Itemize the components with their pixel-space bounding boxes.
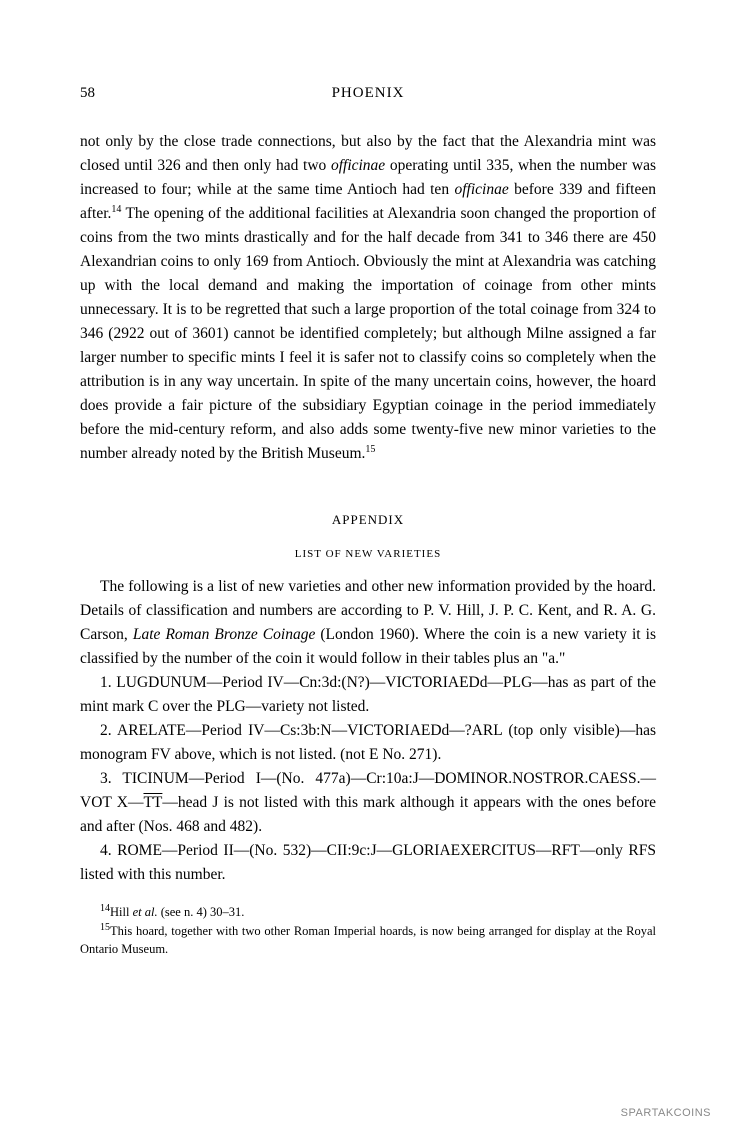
appendix-intro: The following is a list of new varieties…	[80, 575, 656, 671]
entry-3-ticinum: 3. TICINUM—Period I—(No. 477a)—Cr:10a:J—…	[80, 767, 656, 839]
italic-officinae-2: officinae	[454, 181, 508, 198]
entry-1-lugdunum: 1. LUGDUNUM—Period IV—Cn:3d:(N?)—VICTORI…	[80, 671, 656, 719]
entry-3-text-2: —head J is not listed with this mark alt…	[80, 794, 656, 835]
footnote-15: 15This hoard, together with two other Ro…	[80, 921, 656, 958]
watermark: SPARTAKCOINS	[621, 1107, 711, 1119]
footnote-14-number: 14	[100, 903, 110, 914]
footnote-15-text: This hoard, together with two other Roma…	[80, 925, 656, 957]
page-number: 58	[80, 85, 95, 102]
footnote-ref-14: 14	[111, 204, 121, 215]
footnote-15-number: 15	[100, 922, 110, 933]
body-paragraph: not only by the close trade connections,…	[80, 130, 656, 467]
body-text-4: The opening of the additional facilities…	[80, 205, 656, 462]
entry-3-overline: TT	[143, 794, 162, 811]
footnotes-section: 14Hill et al. (see n. 4) 30–31. 15This h…	[80, 902, 656, 959]
footnote-14-text-2: (see n. 4) 30–31.	[158, 905, 245, 919]
footnote-ref-15: 15	[365, 444, 375, 455]
italic-officinae-1: officinae	[331, 157, 385, 174]
entry-4-rome: 4. ROME—Period II—(No. 532)—CII:9c:J—GLO…	[80, 839, 656, 887]
entry-2-arelate: 2. ARELATE—Period IV—Cs:3b:N—VICTORIAEDd…	[80, 719, 656, 767]
appendix-title: APPENDIX	[80, 512, 656, 528]
journal-title: PHOENIX	[332, 85, 405, 102]
list-subtitle: LIST OF NEW VARIETIES	[80, 548, 656, 560]
footnote-14-italic: et al.	[133, 905, 158, 919]
footnote-14: 14Hill et al. (see n. 4) 30–31.	[80, 902, 656, 922]
footnote-14-text-1: Hill	[110, 905, 133, 919]
italic-book-title: Late Roman Bronze Coinage	[133, 626, 315, 643]
